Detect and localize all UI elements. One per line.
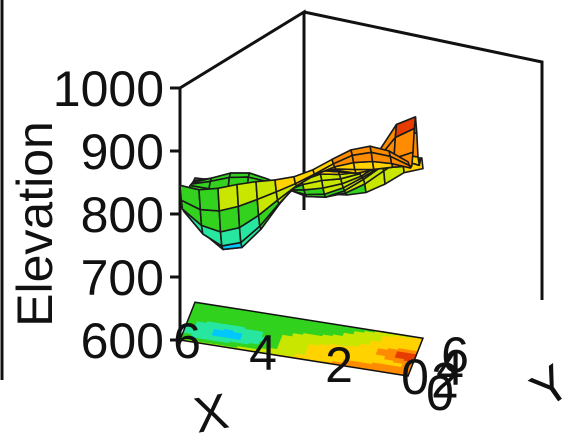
y-tick-label: 6 — [441, 327, 469, 383]
z-axis-title: Elevation — [7, 121, 63, 327]
x-tick-label: 0 — [401, 349, 429, 405]
x-tick-label: 2 — [325, 337, 353, 393]
z-tick-label: 900 — [81, 124, 164, 180]
back-wall-right-frame — [303, 10, 544, 300]
contour-projection — [178, 301, 425, 377]
y-axis-title: Y — [521, 354, 580, 419]
surface-facet — [217, 183, 240, 212]
z-tick-label: 600 — [81, 313, 164, 369]
base-plane-outline — [178, 301, 425, 377]
x-axis-title: X — [190, 383, 233, 438]
y-tick-label: 2 — [431, 352, 459, 408]
y-tick-label: 4 — [436, 340, 464, 396]
surface-facet — [388, 150, 411, 167]
z-ticks: 1000 900 800 700 600 — [53, 61, 180, 369]
surface-facet — [198, 187, 221, 212]
z-tick-label: 800 — [81, 187, 164, 243]
z-tick-label: 700 — [81, 250, 164, 306]
y-tick-label: 0 — [426, 365, 454, 421]
z-tick-label: 1000 — [53, 61, 164, 117]
x-tick-label: 4 — [249, 325, 277, 381]
x-tick-label: 6 — [173, 313, 201, 369]
back-walls — [179, 9, 544, 300]
surface-mesh — [179, 116, 424, 251]
